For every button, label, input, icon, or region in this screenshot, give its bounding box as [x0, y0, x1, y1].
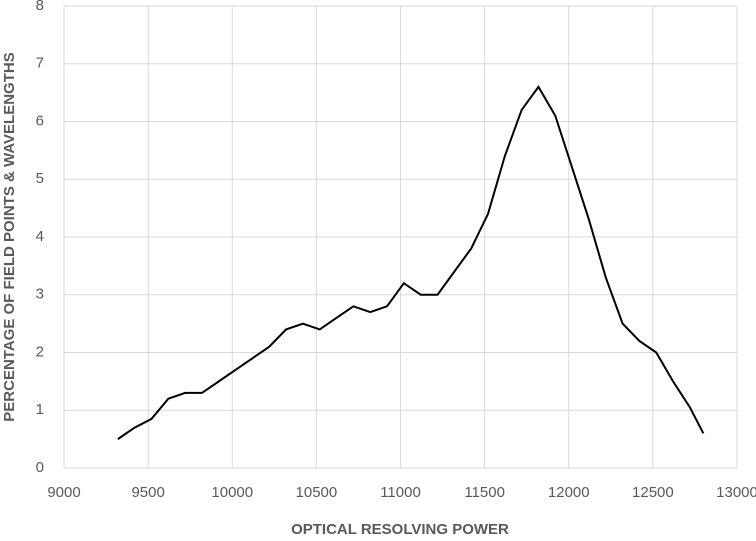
- y-tick-label: 2: [36, 343, 44, 360]
- y-tick-label: 4: [36, 228, 44, 245]
- x-tick-label: 9000: [47, 484, 80, 501]
- y-tick-label: 0: [36, 459, 44, 476]
- y-tick-label: 8: [36, 0, 44, 14]
- y-tick-label: 6: [36, 112, 44, 129]
- y-tick-label: 1: [36, 401, 44, 418]
- x-tick-label: 10000: [211, 484, 253, 501]
- x-tick-label: 12000: [548, 484, 590, 501]
- y-tick-label: 5: [36, 170, 44, 187]
- x-tick-label: 9500: [131, 484, 164, 501]
- y-tick-label: 7: [36, 55, 44, 72]
- x-tick-label: 11500: [464, 484, 505, 501]
- y-tick-label: 3: [36, 286, 44, 303]
- x-tick-label: 11000: [380, 484, 421, 501]
- x-tick-label: 13000: [716, 484, 756, 501]
- x-tick-label: 10500: [296, 484, 338, 501]
- x-tick-label: 12500: [632, 484, 674, 501]
- data-line: [117, 85, 705, 440]
- x-axis-title: OPTICAL RESOLVING POWER: [291, 521, 509, 538]
- y-axis-title: PERCENTAGE OF FIELD POINTS & WAVELENGTHS: [1, 52, 18, 421]
